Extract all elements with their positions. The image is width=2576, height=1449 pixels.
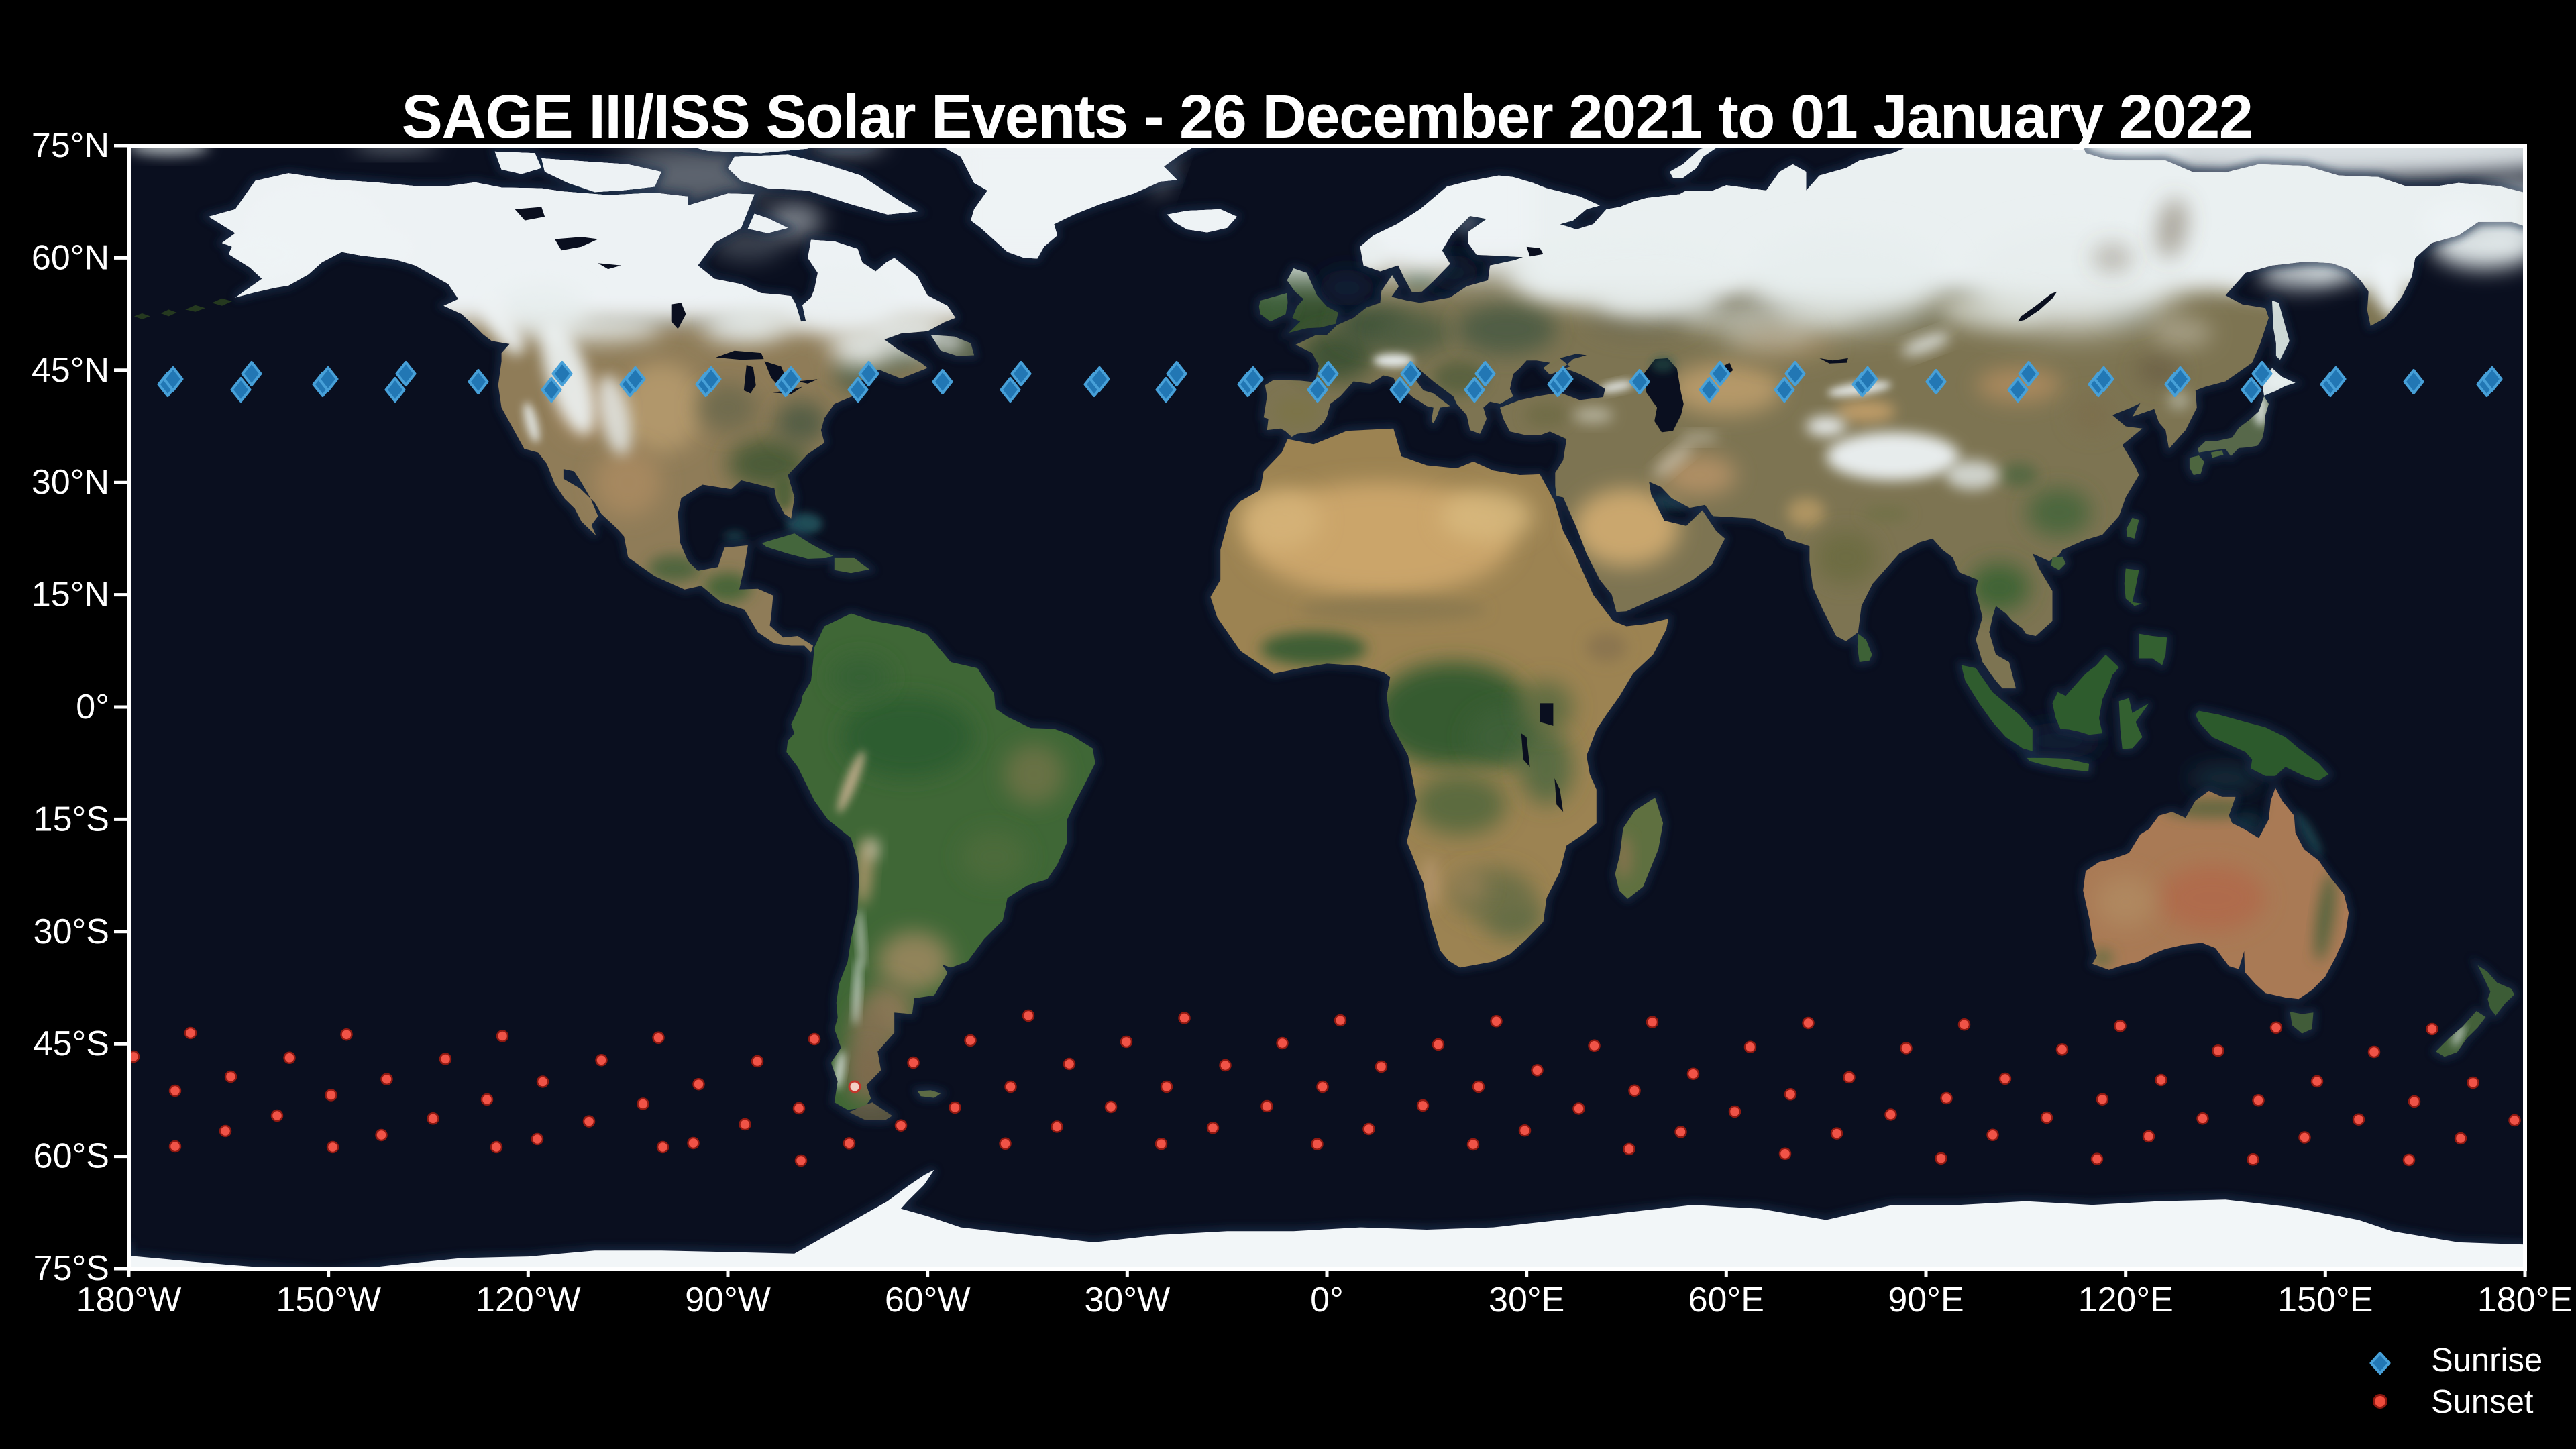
svg-text:60°W: 60°W [885,1281,971,1320]
svg-text:30°W: 30°W [1084,1281,1170,1320]
svg-text:180°E: 180°E [2477,1281,2573,1320]
svg-text:45°N: 45°N [32,351,109,390]
svg-text:75°S: 75°S [34,1249,109,1288]
svg-text:15°N: 15°N [32,576,109,614]
svg-text:120°E: 120°E [2078,1281,2174,1320]
svg-text:75°N: 75°N [32,126,109,165]
svg-text:150°E: 150°E [2277,1281,2373,1320]
svg-text:90°W: 90°W [685,1281,771,1320]
svg-text:30°N: 30°N [32,463,109,502]
svg-text:SAGE III/ISS Solar Events - 26: SAGE III/ISS Solar Events - 26 December … [402,83,2253,151]
svg-text:30°S: 30°S [34,912,109,951]
svg-text:30°E: 30°E [1489,1281,1564,1320]
svg-text:0°: 0° [76,688,109,727]
svg-text:0°: 0° [1310,1281,1344,1320]
svg-text:60°E: 60°E [1688,1281,1764,1320]
svg-text:Sunrise: Sunrise [2431,1342,2542,1379]
svg-text:15°S: 15°S [34,800,109,839]
svg-text:120°W: 120°W [476,1281,581,1320]
svg-text:180°W: 180°W [76,1281,182,1320]
svg-text:60°S: 60°S [34,1137,109,1176]
svg-text:60°N: 60°N [32,238,109,277]
svg-text:150°W: 150°W [276,1281,381,1320]
svg-text:45°S: 45°S [34,1024,109,1063]
svg-text:90°E: 90°E [1888,1281,1964,1320]
svg-text:Sunset: Sunset [2431,1384,2534,1420]
